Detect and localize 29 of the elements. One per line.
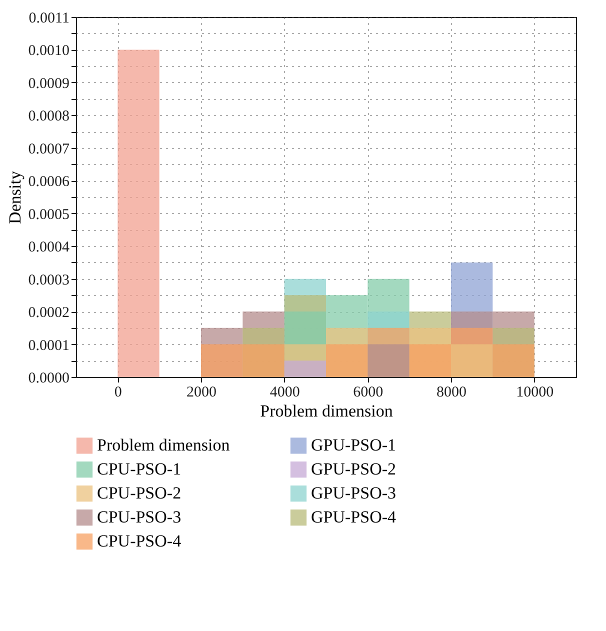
x-tick-label: 4000	[270, 384, 300, 400]
legend-label: CPU-PSO-2	[97, 484, 182, 502]
legend-label: CPU-PSO-1	[97, 460, 182, 478]
y-tick-label: 0.0007	[28, 141, 70, 158]
x-tick-label: 0	[114, 384, 122, 400]
y-tick-label: 0.0004	[28, 240, 70, 256]
y-tick-label: 0.0009	[28, 76, 70, 92]
y-tick-label: 0.0011	[28, 10, 70, 26]
x-tick-label: 2000	[186, 384, 216, 400]
y-tick-label: 0.0005	[28, 206, 70, 223]
x-tick-label: 8000	[436, 384, 466, 400]
legend-label: Problem dimension	[97, 436, 230, 455]
x-tick-label: 6000	[353, 384, 384, 400]
legend-label: CPU-PSO-4	[97, 532, 182, 550]
y-tick-label: 0.0000	[28, 370, 70, 386]
legend-label: GPU-PSO-4	[311, 508, 397, 526]
y-tick-label: 0.0001	[28, 338, 70, 354]
x-tick-label: 10000	[516, 384, 554, 400]
y-tick-label: 0.0010	[28, 43, 70, 60]
y-tick-label: 0.0003	[28, 272, 70, 288]
legend-label: GPU-PSO-3	[311, 484, 396, 502]
y-tick-label: 0.0002	[28, 305, 70, 322]
x-axis-title: Problem dimension	[260, 402, 394, 420]
y-tick-label: 0.0006	[28, 174, 70, 190]
y-tick-label: 0.0008	[28, 108, 70, 125]
y-axis-title: Density	[5, 170, 24, 224]
legend-label: GPU-PSO-1	[311, 436, 396, 455]
legend-label: GPU-PSO-2	[311, 460, 396, 478]
legend-label: CPU-PSO-3	[97, 508, 182, 526]
